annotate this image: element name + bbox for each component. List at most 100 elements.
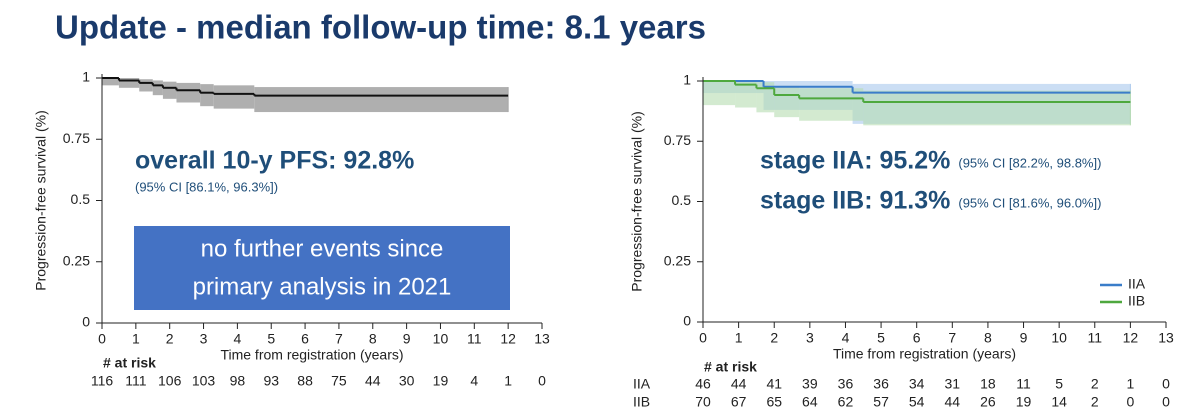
y-tick-label: 0.5 <box>672 192 692 208</box>
confidence-band <box>863 90 1131 126</box>
risk-count: 34 <box>909 376 925 392</box>
annotation: stage IIB: 91.3% <box>760 187 950 215</box>
risk-count: 103 <box>192 373 216 389</box>
risk-count: 0 <box>1162 376 1170 392</box>
y-tick-label: 0.5 <box>71 191 91 207</box>
risk-count: 67 <box>731 394 747 410</box>
y-tick-label: 0.25 <box>664 252 691 268</box>
annotation: overall 10-y PFS: 92.8% <box>135 147 414 175</box>
x-tick-label: 2 <box>166 331 174 347</box>
confidence-band <box>102 78 119 86</box>
x-tick-label: 13 <box>1158 330 1174 346</box>
annotation-note: (95% CI [86.1%, 96.3%]) <box>135 179 278 194</box>
risk-count: 30 <box>399 373 415 389</box>
annotation-note: (95% CI [82.2%, 98.8%]) <box>958 155 1101 170</box>
confidence-band <box>152 80 163 96</box>
x-tick-label: 6 <box>913 330 921 346</box>
callout-box <box>134 226 510 310</box>
x-tick-label: 6 <box>301 331 309 347</box>
risk-count: 111 <box>125 373 146 389</box>
x-tick-label: 12 <box>1123 330 1139 346</box>
confidence-band <box>799 88 864 121</box>
callout-text: primary analysis in 2021 <box>193 273 452 300</box>
risk-count: 36 <box>838 376 854 392</box>
slide-title: Update - median follow-up time: 8.1 year… <box>55 9 706 46</box>
legend-label: IIB <box>1128 293 1145 309</box>
risk-count: 18 <box>980 376 996 392</box>
risk-count: 0 <box>538 373 546 389</box>
risk-table-title: # at risk <box>103 355 156 371</box>
x-tick-label: 11 <box>1087 330 1102 346</box>
x-tick-label: 10 <box>433 331 449 347</box>
risk-count: 41 <box>766 376 782 392</box>
risk-count: 0 <box>1126 394 1134 410</box>
risk-count: 19 <box>1016 394 1032 410</box>
risk-count: 98 <box>230 373 246 389</box>
y-axis-label: Progression-free survival (%) <box>33 110 49 291</box>
risk-count: 54 <box>909 394 925 410</box>
x-tick-label: 5 <box>877 330 885 346</box>
confidence-band <box>118 78 140 88</box>
x-tick-label: 11 <box>467 331 482 347</box>
risk-count: 39 <box>802 376 818 392</box>
x-tick-label: 7 <box>335 331 343 347</box>
x-tick-label: 1 <box>132 331 140 347</box>
x-tick-label: 9 <box>1020 330 1028 346</box>
x-axis-label: Time from registration (years) <box>220 347 403 363</box>
risk-count: 44 <box>365 373 381 389</box>
callout-text: no further events since <box>201 235 444 262</box>
risk-count: 44 <box>731 376 747 392</box>
y-axis-label: Progression-free survival (%) <box>629 111 645 292</box>
x-tick-label: 8 <box>984 330 992 346</box>
risk-count: 88 <box>297 373 313 389</box>
risk-count: 31 <box>945 376 961 392</box>
risk-count: 62 <box>838 394 854 410</box>
x-tick-label: 1 <box>735 330 743 346</box>
confidence-band <box>139 79 153 92</box>
y-tick-label: 1 <box>82 69 90 85</box>
legend-label: IIA <box>1128 276 1146 292</box>
risk-count: 2 <box>1091 394 1099 410</box>
x-tick-label: 5 <box>267 331 275 347</box>
x-tick-label: 13 <box>534 331 550 347</box>
risk-row-label: IIA <box>633 376 651 392</box>
risk-count: 57 <box>873 394 889 410</box>
annotation: stage IIA: 95.2% <box>760 147 950 175</box>
risk-count: 70 <box>695 394 711 410</box>
risk-count: 64 <box>802 394 818 410</box>
x-tick-label: 12 <box>500 331 516 347</box>
x-tick-label: 9 <box>403 331 411 347</box>
x-axis-label: Time from registration (years) <box>833 346 1016 362</box>
x-tick-label: 2 <box>770 330 778 346</box>
risk-row-label: IIB <box>633 394 650 410</box>
risk-count: 46 <box>695 376 711 392</box>
confidence-band <box>735 81 757 108</box>
risk-count: 44 <box>945 394 961 410</box>
confidence-band <box>200 84 214 107</box>
risk-count: 11 <box>1016 376 1031 392</box>
x-tick-label: 3 <box>200 331 208 347</box>
x-tick-label: 0 <box>699 330 707 346</box>
x-tick-label: 10 <box>1051 330 1067 346</box>
x-tick-label: 7 <box>948 330 956 346</box>
risk-count: 4 <box>470 373 478 389</box>
x-tick-label: 8 <box>369 331 377 347</box>
risk-count: 14 <box>1051 394 1067 410</box>
confidence-band <box>213 85 255 109</box>
y-tick-label: 0.25 <box>63 252 90 268</box>
annotation-note: (95% CI [81.6%, 96.0%]) <box>958 195 1101 210</box>
x-tick-label: 0 <box>98 331 106 347</box>
confidence-band <box>176 82 201 103</box>
y-tick-label: 0.75 <box>664 132 691 148</box>
risk-count: 19 <box>433 373 449 389</box>
y-tick-label: 0 <box>82 314 90 330</box>
confidence-band <box>703 81 736 106</box>
risk-count: 2 <box>1091 376 1099 392</box>
confidence-band <box>162 81 177 99</box>
risk-count: 65 <box>766 394 782 410</box>
x-tick-label: 3 <box>806 330 814 346</box>
risk-count: 75 <box>331 373 347 389</box>
confidence-band <box>756 82 775 113</box>
x-tick-label: 4 <box>842 330 850 346</box>
